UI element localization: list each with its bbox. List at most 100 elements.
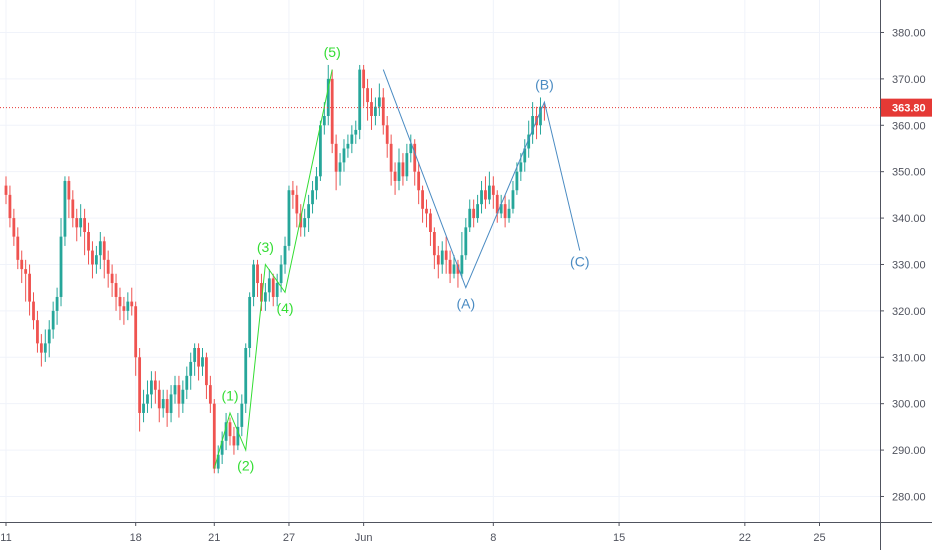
candle-body [32,301,35,321]
candle-body [138,357,142,413]
y-tick-label: 360.00 [892,120,926,132]
candle-body [87,232,90,251]
time-axis-panel[interactable] [0,522,880,550]
y-tick-label: 300.00 [892,399,926,411]
x-tick-label: 27 [283,532,295,544]
candle-body [51,310,55,330]
candle-body [102,241,106,260]
candle-body [216,454,220,469]
candle-body [185,375,189,390]
candle-body [413,143,417,172]
candle-body [193,348,197,362]
candle-body [75,218,79,228]
candle-body [432,232,436,256]
x-tick-label: 8 [490,532,496,544]
x-tick-label: 18 [130,532,142,544]
candle-body [165,399,169,413]
candle-body [322,116,326,126]
candle-body [201,357,204,367]
candle-body [421,190,424,209]
candle-body [130,301,134,307]
y-tick-label: 310.00 [892,352,926,364]
candle-body [389,143,393,172]
candle-body [480,190,483,205]
candle-body [468,208,472,228]
candle-body [153,380,157,390]
candle-body [24,269,28,274]
candle-body [295,194,299,214]
candle-body [531,116,535,135]
candle-body [220,440,224,455]
candle-body [287,190,291,246]
candle-body [248,296,252,348]
candle-body [228,422,232,437]
candle-body [177,385,181,404]
candle-body [232,436,236,446]
candle-body [464,227,468,256]
candle-body [543,106,546,108]
candle-body [499,204,503,214]
candle-body [334,143,338,172]
candle-body [205,357,208,386]
candle-body [436,255,440,265]
candle-body [150,380,153,395]
candle-body [181,389,185,404]
candle-body [346,143,350,149]
candle-body [83,218,86,232]
candle-body [260,283,263,302]
candle-body [429,213,432,232]
candle-body [417,171,421,191]
candle-body [47,329,51,344]
candle-body [94,255,98,265]
x-tick-label: 21 [208,532,220,544]
candle-body [374,106,377,116]
y-tick-label: 280.00 [892,491,926,503]
candle-body [476,204,479,219]
candle-body [161,399,165,409]
candle-body [456,264,460,274]
candle-body [319,125,322,177]
candle-body [157,389,161,409]
candle-body [8,194,12,219]
wave-label: (5) [324,44,341,60]
wave-label: (1) [221,387,238,403]
candle-body [405,153,409,177]
candle-body [224,422,228,441]
candle-body [366,88,369,103]
candle-body [491,185,495,195]
wave-line [213,69,333,469]
wave-label: (A) [456,295,475,311]
x-tick-label: 15 [613,532,625,544]
x-tick-label: 22 [739,532,751,544]
wave-label: (C) [570,254,589,270]
candle-body [527,134,531,149]
wave-label: (B) [535,76,554,92]
candle-body [126,301,130,311]
candle-body [448,259,452,274]
candle-body [511,190,515,209]
candle-body [409,143,413,154]
wave-line [382,69,581,290]
candle-body [36,320,39,344]
candle-body [256,264,259,284]
candle-body [55,296,59,311]
candle-body [79,218,83,228]
candle-body [503,204,507,219]
candle-body [169,394,173,413]
wave-label: (4) [276,300,293,316]
candle-body [173,385,177,395]
candle-body [244,348,248,404]
candle-body [67,180,71,200]
candle-body [362,69,366,89]
candle-body [4,185,8,195]
y-tick-label: 340.00 [892,213,926,225]
candle-body [444,250,448,260]
candle-body [71,199,75,219]
candle-body [397,162,401,181]
candle-body [370,102,373,116]
candle-body [252,264,255,297]
candle-body [358,69,362,130]
wave-label: (3) [257,239,274,255]
price-axis-panel[interactable] [880,0,932,550]
